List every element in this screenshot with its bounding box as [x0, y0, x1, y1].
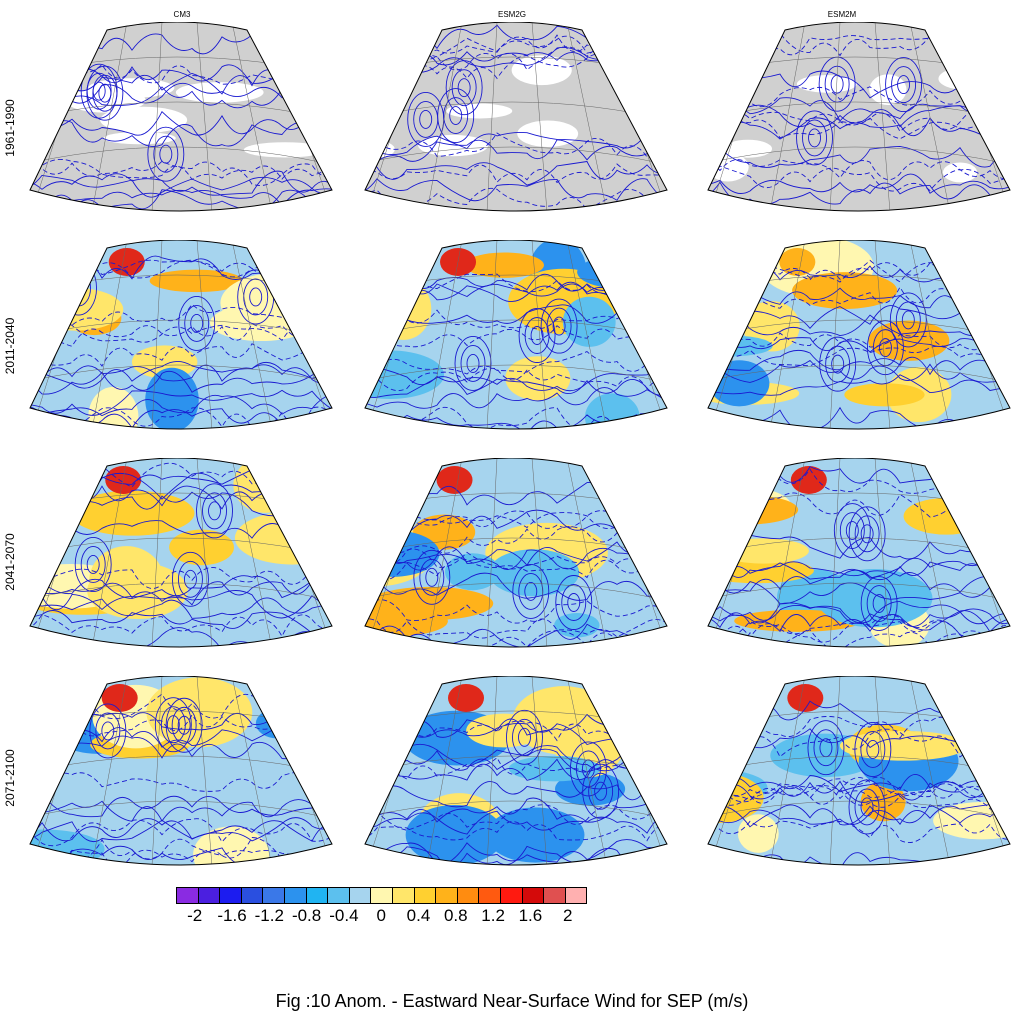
map-panel-esm2g-2041-2070 [347, 458, 677, 648]
colorbar-swatch [262, 887, 285, 904]
colorbar-tick-label: -2 [187, 906, 203, 925]
colorbar-swatch [370, 887, 393, 904]
colorbar-swatch [240, 887, 264, 904]
colorbar-tick-label: -0.8 [291, 906, 322, 925]
colorbar-swatch [456, 887, 480, 904]
colorbar-swatch [564, 887, 588, 904]
colorbar-swatch [197, 887, 221, 904]
figure-title: Fig :10 Anom. - Eastward Near-Surface Wi… [275, 991, 749, 1011]
colorbar-tick-label: 0.4 [406, 906, 431, 925]
colorbar-swatch [499, 887, 523, 904]
colorbar-swatch [543, 887, 566, 904]
colorbar-swatch [478, 887, 501, 904]
colorbar-tick-label: -0.4 [329, 906, 359, 925]
colorbar-tick-label: 2 [562, 906, 573, 925]
map-panel-esm2g-2071-2100 [347, 676, 677, 866]
colorbar [176, 887, 588, 904]
colorbar-tick-label: 0 [376, 906, 386, 925]
map-panel-cm3-1961-1990 [12, 22, 342, 212]
column-title-esm2g: ESM2G [497, 10, 527, 19]
column-title-esm2m: ESM2M [827, 10, 857, 19]
colorbar-swatch [348, 887, 372, 904]
colorbar-swatch [283, 887, 307, 904]
map-panel-esm2m-2041-2070 [690, 458, 1020, 648]
map-panel-cm3-2071-2100 [12, 676, 342, 866]
map-panel-esm2g-2011-2040 [347, 240, 677, 430]
colorbar-tick-label: -1.2 [254, 906, 284, 925]
colorbar-swatch [521, 887, 545, 904]
map-panel-esm2m-2071-2100 [690, 676, 1020, 866]
column-title-cm3: CM3 [173, 10, 191, 19]
colorbar-swatch [219, 887, 242, 904]
colorbar-swatch [327, 887, 350, 904]
map-panel-esm2m-2011-2040 [690, 240, 1020, 430]
colorbar-swatch [391, 887, 415, 904]
colorbar-swatch [435, 887, 458, 904]
colorbar-swatch [413, 887, 437, 904]
colorbar-swatch [176, 887, 199, 904]
colorbar-tick-label: 0.8 [443, 906, 468, 925]
map-panel-cm3-2041-2070 [12, 458, 342, 648]
colorbar-tick-label: -1.6 [217, 906, 247, 925]
colorbar-swatch [305, 887, 329, 904]
colorbar-tick-label: 1.6 [518, 906, 543, 925]
map-panel-cm3-2011-2040 [12, 240, 342, 430]
map-panel-esm2m-1961-1990 [690, 22, 1020, 212]
colorbar-tick-label: 1.2 [481, 906, 505, 925]
map-panel-esm2g-1961-1990 [347, 22, 677, 212]
